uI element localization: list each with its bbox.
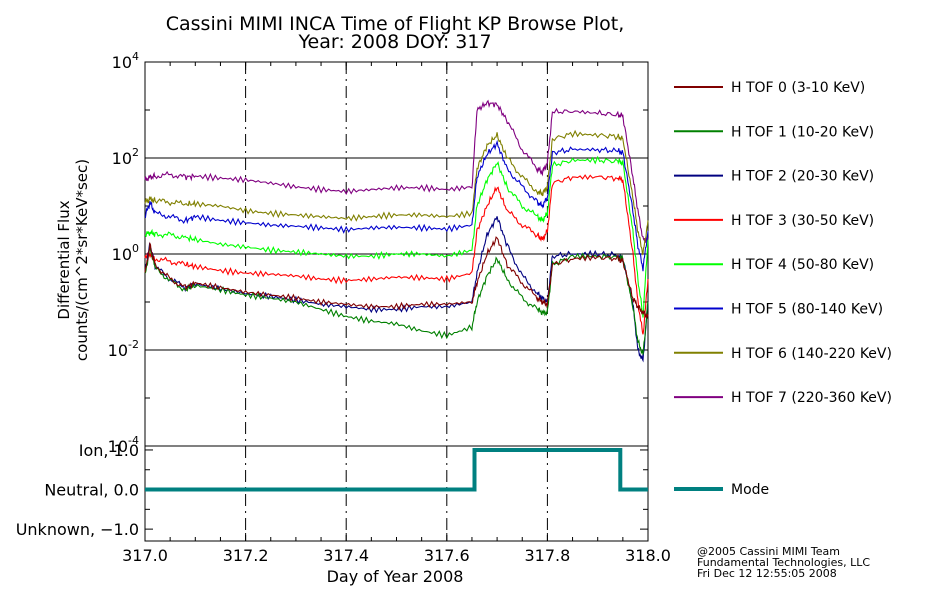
x-tick-label: 318.0 [625, 546, 671, 565]
flux-legend: H TOF 0 (3-10 KeV) H TOF 1 (10-20 KeV) H T… [674, 80, 892, 406]
x-axis-label: Day of Year 2008 [327, 567, 464, 586]
x-tick-label: 317.4 [323, 546, 369, 565]
mode-grid [245, 446, 548, 541]
y-axis-label-line2: counts/(cm^2*sr*KeV*sec) [73, 159, 91, 361]
mode-tick-label: Unknown, −1.0 [16, 520, 139, 539]
x-tick-label: 317.6 [424, 546, 470, 565]
series-line-tof-0 [144, 236, 649, 319]
legend-label: H TOF 3 (30-50 KeV) [731, 213, 874, 229]
mode-plot-frame [144, 445, 649, 542]
series-line-tof-3 [144, 174, 649, 335]
credit-line-3: Fri Dec 12 12:55:05 2008 [697, 567, 837, 580]
series-line-tof-2 [144, 216, 649, 363]
mode-legend: Mode [674, 482, 769, 498]
mode-tick-label: Ion, 1.0 [79, 441, 139, 460]
legend-label: H TOF 5 (80-140 KeV) [731, 302, 883, 318]
x-tick-label: 317.0 [122, 546, 168, 565]
x-axis-ticks: 317.0 317.2 317.4 317.6 317.8 318.0 [122, 62, 671, 565]
y-tick-label: 100 [112, 242, 139, 264]
series-line-tof-5 [144, 139, 649, 272]
x-tick-label: 317.8 [524, 546, 570, 565]
series-line-tof-7 [144, 99, 649, 243]
y-axis-label-line1: Differential Flux [55, 200, 73, 319]
legend-label: H TOF 7 (220-360 KeV) [731, 390, 892, 406]
mode-line [145, 448, 648, 492]
flux-grid [145, 61, 648, 447]
series-line-tof-4 [144, 155, 649, 318]
credit-line-2: Fundamental Technologies, LLC [697, 556, 870, 569]
series-line-tof-1 [144, 244, 649, 355]
legend-label: H TOF 0 (3-10 KeV) [731, 80, 865, 96]
legend-label: H TOF 1 (10-20 KeV) [731, 124, 874, 140]
y-tick-label: 10-4 [108, 434, 139, 456]
y-tick-label: 10-2 [108, 338, 139, 360]
legend-label: H TOF 4 (50-80 KeV) [731, 257, 874, 273]
y-tick-label: 104 [112, 50, 139, 72]
mode-y-ticks: Ion, 1.0 Neutral, 0.0 Unknown, −1.0 [16, 441, 648, 539]
chart-title: Cassini MIMI INCA Time of Flight KP Brow… [166, 13, 625, 35]
mode-series-group [145, 448, 648, 492]
mode-tick-label: Neutral, 0.0 [44, 481, 139, 500]
legend-label: H TOF 6 (140-220 KeV) [731, 346, 892, 362]
flux-series-group [144, 99, 649, 363]
credit-line-1: @2005 Cassini MIMI Team [697, 545, 840, 558]
legend-label: Mode [731, 482, 769, 498]
legend-label: H TOF 2 (20-30 KeV) [731, 169, 874, 185]
flux-y-ticks: 104 102 100 10-2 10-4 [108, 50, 139, 456]
chart-subtitle: Year: 2008 DOY: 317 [297, 31, 491, 53]
series-line-tof-6 [144, 129, 649, 256]
y-tick-label: 102 [112, 146, 139, 168]
x-tick-label: 317.2 [223, 546, 269, 565]
